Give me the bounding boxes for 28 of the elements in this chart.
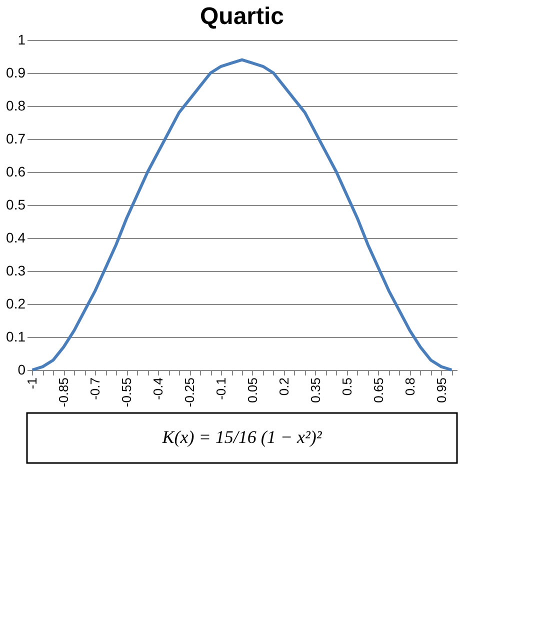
x-tick-label: 0.2 (276, 378, 292, 396)
x-tick-label: -0.7 (88, 378, 103, 400)
y-tick-label: 0.8 (6, 98, 26, 114)
x-tick-label: 0.65 (370, 378, 386, 403)
x-tick-label: -0.85 (56, 378, 72, 408)
x-tick-label: 0.35 (308, 378, 323, 403)
chart-title: Quartic (200, 3, 284, 30)
y-tick-label: 0.3 (6, 262, 26, 278)
x-tick-label: 0.95 (434, 378, 449, 403)
y-tick-label: 1 (18, 32, 26, 48)
y-tick-label: 0 (18, 362, 26, 378)
line-series (30, 58, 454, 372)
text: K(x) = 15/16 (1 − x²)² (161, 427, 322, 447)
x-tick-label: 0.5 (339, 378, 354, 396)
y-tick-label: 0.2 (6, 296, 26, 312)
y-tick-label: 0.5 (6, 196, 26, 212)
x-tick-label: 0.8 (402, 378, 418, 396)
x-tick-label: -1 (24, 378, 40, 390)
y-tick-label: 0.1 (6, 328, 26, 344)
y-tick-label: 0.6 (6, 164, 26, 180)
x-tick-label: 0.05 (244, 378, 260, 403)
x-tick-label: -0.4 (150, 378, 166, 400)
y-tick-label: 0.4 (6, 230, 26, 246)
x-tick-label: -0.55 (119, 378, 134, 408)
y-tick-label: 0.9 (6, 64, 26, 80)
x-tick-label: -0.25 (182, 378, 198, 408)
x-tick-label: -0.1 (214, 378, 229, 400)
y-tick-label: 0.7 (6, 130, 26, 146)
